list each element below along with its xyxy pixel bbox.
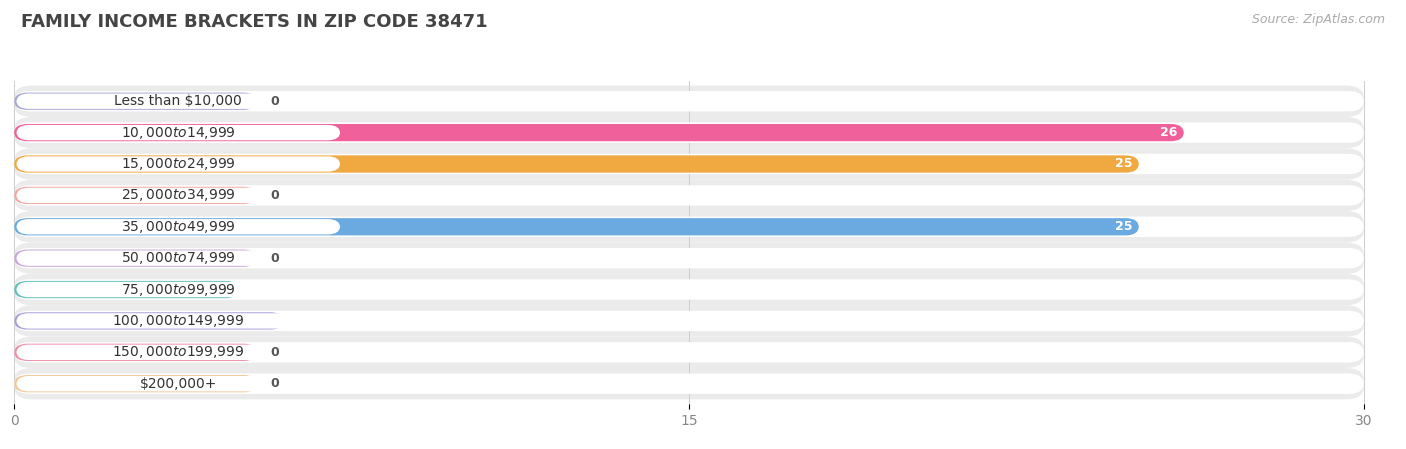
FancyBboxPatch shape (14, 313, 284, 330)
Text: $100,000 to $149,999: $100,000 to $149,999 (112, 313, 245, 329)
Text: $35,000 to $49,999: $35,000 to $49,999 (121, 219, 236, 235)
Text: FAMILY INCOME BRACKETS IN ZIP CODE 38471: FAMILY INCOME BRACKETS IN ZIP CODE 38471 (21, 13, 488, 31)
Text: 0: 0 (270, 95, 280, 108)
FancyBboxPatch shape (14, 218, 1139, 235)
FancyBboxPatch shape (14, 343, 257, 361)
FancyBboxPatch shape (14, 117, 1364, 148)
FancyBboxPatch shape (14, 368, 1364, 400)
FancyBboxPatch shape (14, 124, 1184, 141)
FancyBboxPatch shape (14, 148, 1364, 180)
FancyBboxPatch shape (14, 375, 257, 392)
Text: $50,000 to $74,999: $50,000 to $74,999 (121, 250, 236, 266)
Text: $10,000 to $14,999: $10,000 to $14,999 (121, 125, 236, 141)
FancyBboxPatch shape (14, 154, 1364, 174)
FancyBboxPatch shape (14, 250, 257, 267)
FancyBboxPatch shape (17, 345, 340, 360)
Text: Less than $10,000: Less than $10,000 (114, 94, 242, 108)
FancyBboxPatch shape (17, 93, 340, 109)
FancyBboxPatch shape (14, 185, 1364, 206)
FancyBboxPatch shape (17, 313, 340, 329)
FancyBboxPatch shape (14, 305, 1364, 337)
FancyBboxPatch shape (17, 219, 340, 234)
FancyBboxPatch shape (14, 242, 1364, 274)
Text: 5: 5 (224, 283, 232, 296)
FancyBboxPatch shape (17, 125, 340, 140)
FancyBboxPatch shape (14, 180, 1364, 211)
FancyBboxPatch shape (14, 92, 257, 110)
FancyBboxPatch shape (14, 216, 1364, 237)
FancyBboxPatch shape (17, 156, 340, 172)
FancyBboxPatch shape (14, 155, 1139, 172)
Text: 0: 0 (270, 189, 280, 202)
Text: 6: 6 (269, 314, 277, 327)
Text: Source: ZipAtlas.com: Source: ZipAtlas.com (1251, 13, 1385, 26)
Text: 0: 0 (270, 346, 280, 359)
Text: 25: 25 (1115, 220, 1132, 233)
Text: $75,000 to $99,999: $75,000 to $99,999 (121, 282, 236, 298)
Text: 25: 25 (1115, 158, 1132, 171)
FancyBboxPatch shape (17, 282, 340, 297)
Text: $150,000 to $199,999: $150,000 to $199,999 (112, 344, 245, 360)
FancyBboxPatch shape (14, 91, 1364, 111)
Text: 0: 0 (270, 251, 280, 264)
FancyBboxPatch shape (14, 342, 1364, 362)
Text: $15,000 to $24,999: $15,000 to $24,999 (121, 156, 236, 172)
FancyBboxPatch shape (14, 211, 1364, 242)
Text: 26: 26 (1160, 126, 1177, 139)
Text: 0: 0 (270, 377, 280, 390)
FancyBboxPatch shape (17, 188, 340, 203)
FancyBboxPatch shape (14, 274, 1364, 305)
Text: $200,000+: $200,000+ (139, 377, 217, 391)
FancyBboxPatch shape (14, 374, 1364, 394)
FancyBboxPatch shape (14, 123, 1364, 143)
FancyBboxPatch shape (17, 376, 340, 392)
FancyBboxPatch shape (14, 337, 1364, 368)
FancyBboxPatch shape (14, 248, 1364, 269)
FancyBboxPatch shape (14, 311, 1364, 331)
Text: $25,000 to $34,999: $25,000 to $34,999 (121, 187, 236, 203)
FancyBboxPatch shape (14, 85, 1364, 117)
FancyBboxPatch shape (14, 279, 1364, 300)
FancyBboxPatch shape (14, 281, 239, 298)
FancyBboxPatch shape (14, 187, 257, 204)
FancyBboxPatch shape (17, 251, 340, 266)
